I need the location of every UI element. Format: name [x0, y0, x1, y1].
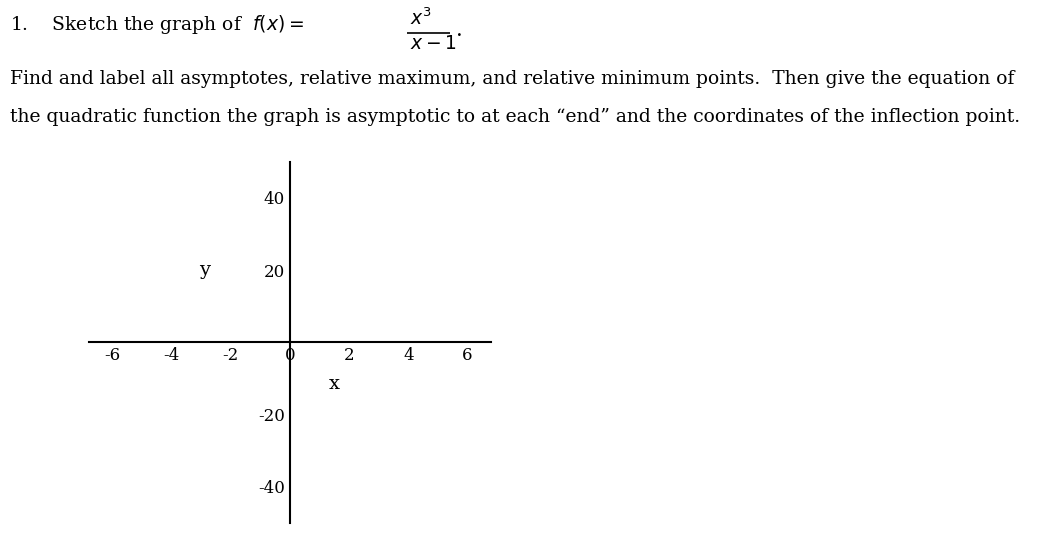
Text: .: .	[456, 19, 462, 41]
Text: 1.    Sketch the graph of  $f(x)=$: 1. Sketch the graph of $f(x)=$	[10, 13, 304, 37]
Text: $x-1$: $x-1$	[410, 35, 457, 53]
Text: x: x	[329, 375, 340, 393]
Text: Find and label all asymptotes, relative maximum, and relative minimum points.  T: Find and label all asymptotes, relative …	[10, 70, 1015, 88]
Text: $x^3$: $x^3$	[410, 7, 432, 29]
Text: y: y	[200, 261, 210, 279]
Text: the quadratic function the graph is asymptotic to at each “end” and the coordina: the quadratic function the graph is asym…	[10, 108, 1021, 126]
